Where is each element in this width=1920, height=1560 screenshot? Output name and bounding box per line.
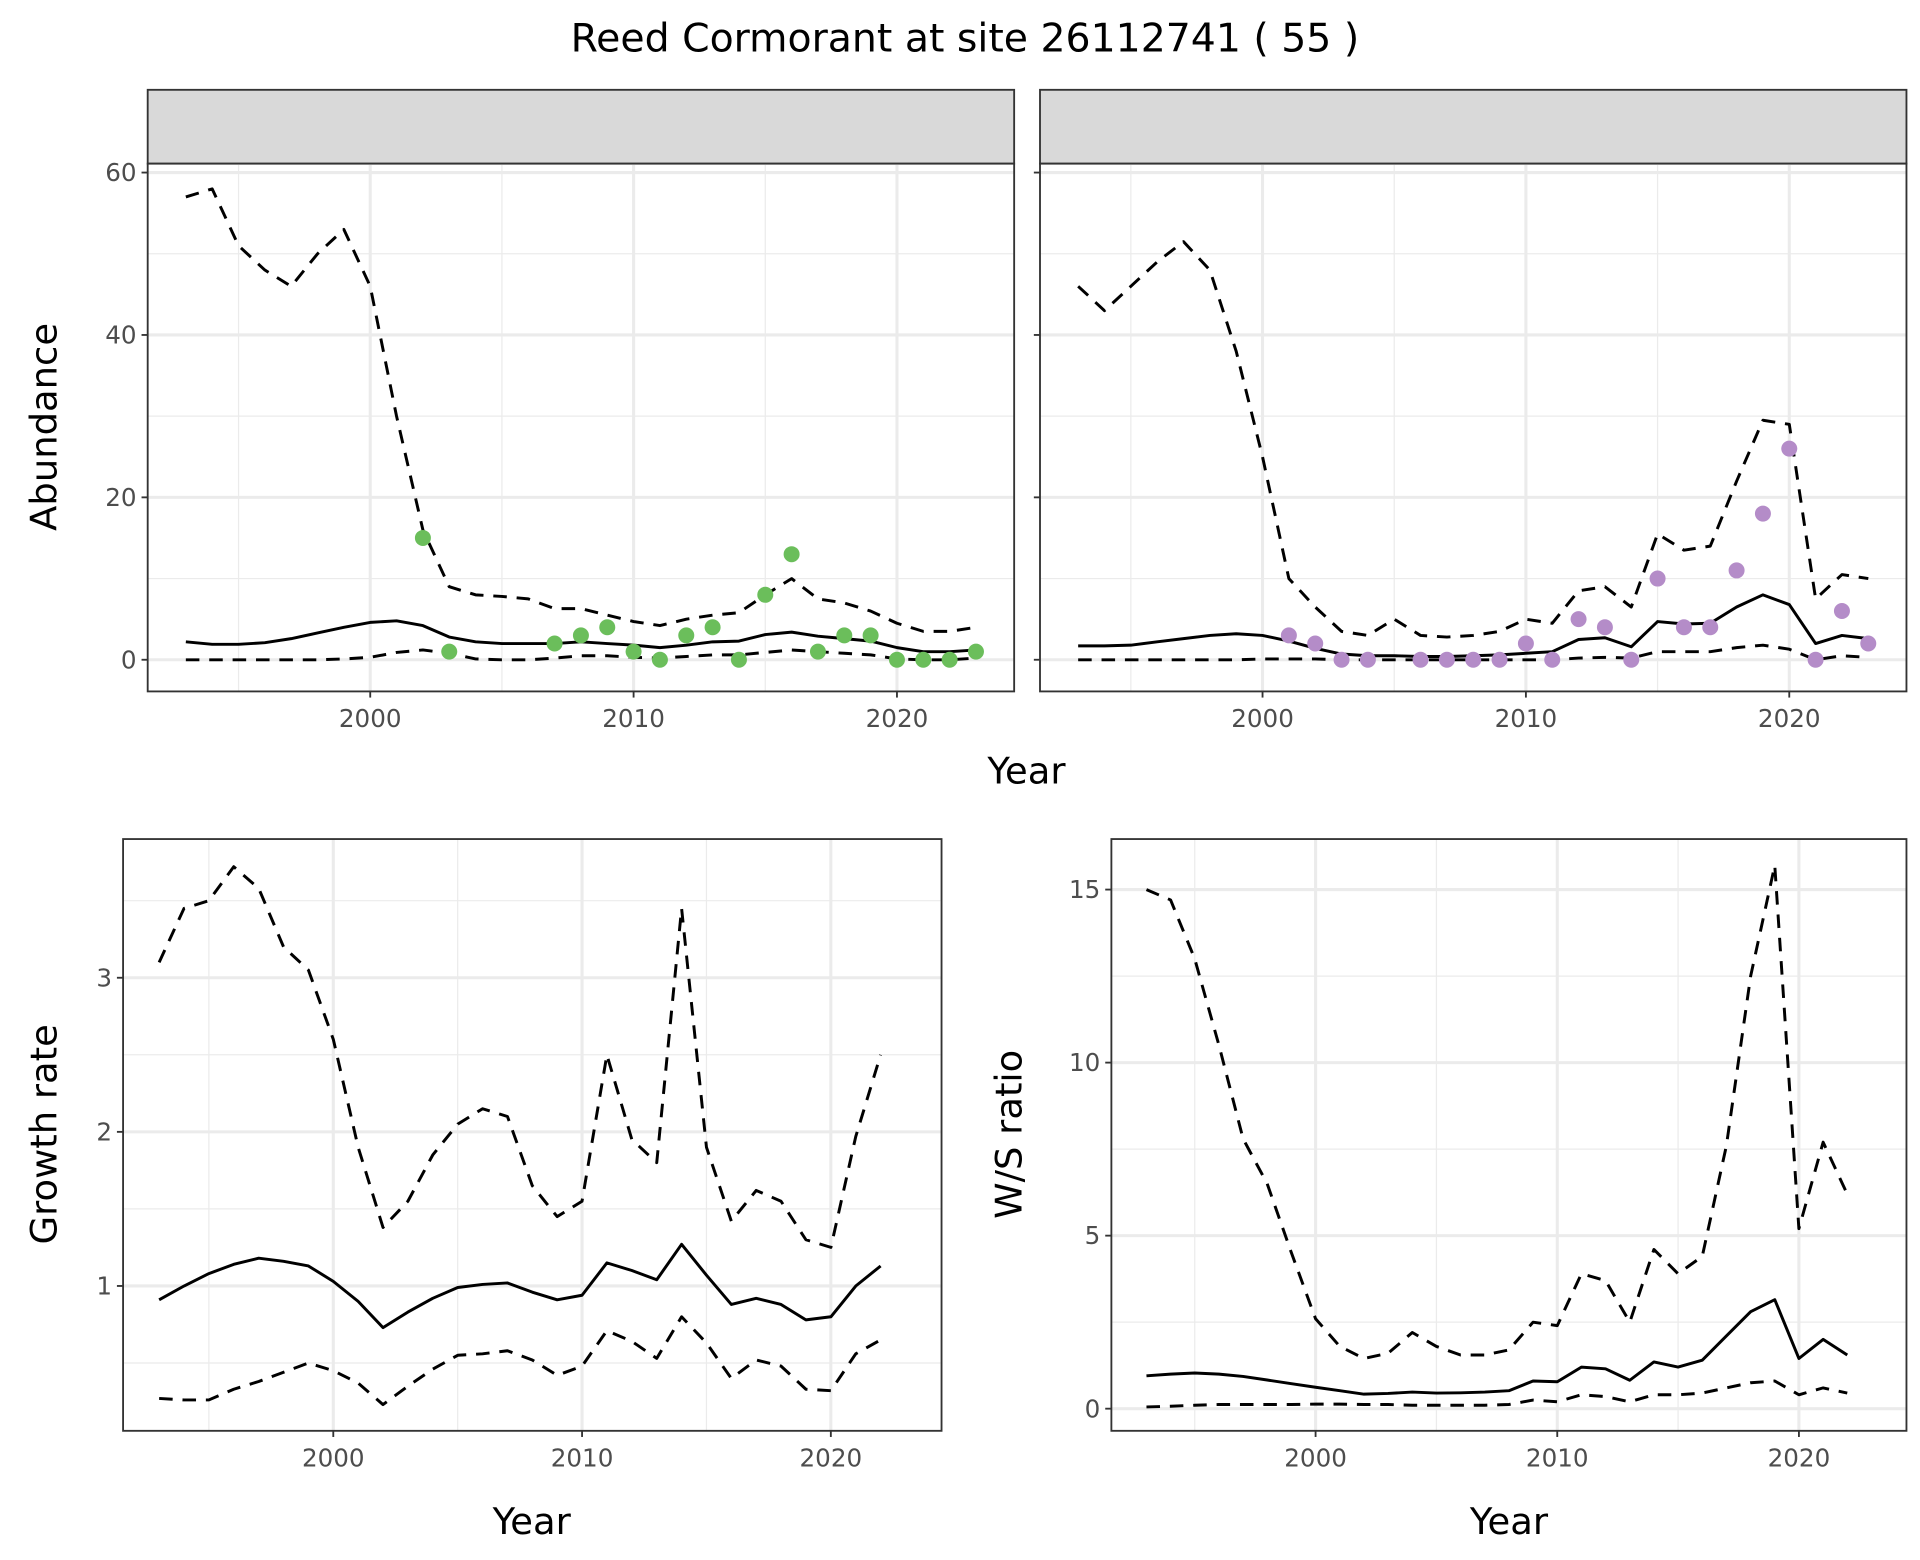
x-tick-label: 2010 <box>1526 1444 1589 1473</box>
data-point <box>1465 651 1482 668</box>
panel-winter: 2000 2010 2020 <box>1033 88 1908 733</box>
data-point <box>1781 440 1798 457</box>
series-upper-line <box>185 187 977 633</box>
data-point <box>704 619 721 636</box>
x-tick-label: 2000 <box>1231 704 1294 733</box>
data-point <box>1570 611 1587 628</box>
series-mean-line <box>1078 593 1869 658</box>
series-mean-line <box>158 1242 882 1330</box>
data-point <box>678 627 695 644</box>
x-axis-title-ws: Year <box>1469 1500 1549 1543</box>
y-tick-label: 0 <box>1085 1394 1101 1423</box>
series-lower-line <box>1146 1379 1848 1409</box>
x-tick-label: 2000 <box>339 704 402 733</box>
data-point <box>862 627 879 644</box>
data-point <box>941 651 958 668</box>
y-tick-label: 3 <box>96 963 112 992</box>
y-tick-label: 20 <box>105 483 136 512</box>
data-point <box>1807 651 1824 668</box>
x-tick-label: 2010 <box>551 1444 614 1473</box>
data-point <box>1754 505 1771 522</box>
strip-winter <box>1039 88 1908 165</box>
data-point <box>1333 651 1350 668</box>
data-point <box>757 586 774 603</box>
y-axis-title-ws: W/S ratio <box>988 1050 1031 1219</box>
data-point <box>1623 651 1640 668</box>
data-point <box>599 619 616 636</box>
series-upper-line <box>157 865 883 1249</box>
y-axis-title-abundance: Abundance <box>23 323 66 531</box>
data-point <box>1702 619 1719 636</box>
y-tick-label: 40 <box>105 321 136 350</box>
data-point <box>1675 619 1692 636</box>
data-point <box>414 529 431 546</box>
panel-growth: 2000 2010 2020 1 2 3 <box>96 838 943 1473</box>
y-tick-label: 60 <box>105 158 136 187</box>
x-axis-title-growth: Year <box>492 1500 572 1543</box>
panel-border <box>1039 162 1908 693</box>
data-point <box>441 643 458 660</box>
panel-ws: 2000 2010 2020 0 5 10 15 <box>1069 838 1908 1473</box>
panel-border <box>146 162 1016 693</box>
data-point <box>546 635 563 652</box>
series-upper-line <box>1077 240 1869 639</box>
panel-border <box>122 838 943 1432</box>
data-point <box>572 627 589 644</box>
y-tick-label: 1 <box>96 1272 112 1301</box>
series-lower-line <box>159 1315 882 1407</box>
x-tick-label: 2010 <box>1495 704 1558 733</box>
y-tick-label: 0 <box>121 645 137 674</box>
data-point <box>836 627 853 644</box>
x-axis-title-top: Year <box>986 750 1066 793</box>
x-tick-label: 2020 <box>800 1444 863 1473</box>
x-tick-label: 2000 <box>302 1444 365 1473</box>
data-point <box>1728 562 1745 579</box>
strip-summer <box>146 88 1016 165</box>
x-tick-label: 2020 <box>1758 704 1821 733</box>
x-tick-label: 2010 <box>602 704 665 733</box>
panel-border <box>1110 838 1908 1432</box>
data-point <box>1438 651 1455 668</box>
series-lower-line <box>1078 643 1869 662</box>
y-tick-label: 2 <box>96 1117 112 1146</box>
y-tick-label: 5 <box>1085 1221 1101 1250</box>
data-point <box>1596 619 1613 636</box>
data-point <box>1280 627 1297 644</box>
data-point <box>651 651 668 668</box>
data-point <box>783 546 800 563</box>
data-point <box>1649 570 1666 587</box>
data-point <box>1860 635 1877 652</box>
x-tick-label: 2020 <box>1768 1444 1831 1473</box>
x-tick-label: 2000 <box>1284 1444 1347 1473</box>
y-axis-title-growth: Growth rate <box>23 1024 66 1244</box>
data-point <box>1544 651 1561 668</box>
data-point <box>1359 651 1376 668</box>
data-point <box>915 651 932 668</box>
data-point <box>1491 651 1508 668</box>
data-point <box>625 643 642 660</box>
y-tick-label: 10 <box>1069 1048 1100 1077</box>
y-tick-label: 15 <box>1069 875 1100 904</box>
figure-title: Reed Cormorant at site 26112741 ( 55 ) <box>571 16 1360 62</box>
data-point <box>809 643 826 660</box>
data-point <box>1833 603 1850 620</box>
series-lower-line <box>185 648 977 662</box>
data-point <box>1517 635 1534 652</box>
data-point <box>1307 635 1324 652</box>
data-point <box>1412 651 1429 668</box>
series-upper-line <box>1145 863 1849 1360</box>
data-point <box>888 651 905 668</box>
series-mean-line <box>1146 1298 1849 1396</box>
panel-summer: 2000 2010 2020 0 20 40 60 <box>105 88 1016 733</box>
x-tick-label: 2020 <box>866 704 929 733</box>
data-point <box>967 643 984 660</box>
data-point <box>730 651 747 668</box>
